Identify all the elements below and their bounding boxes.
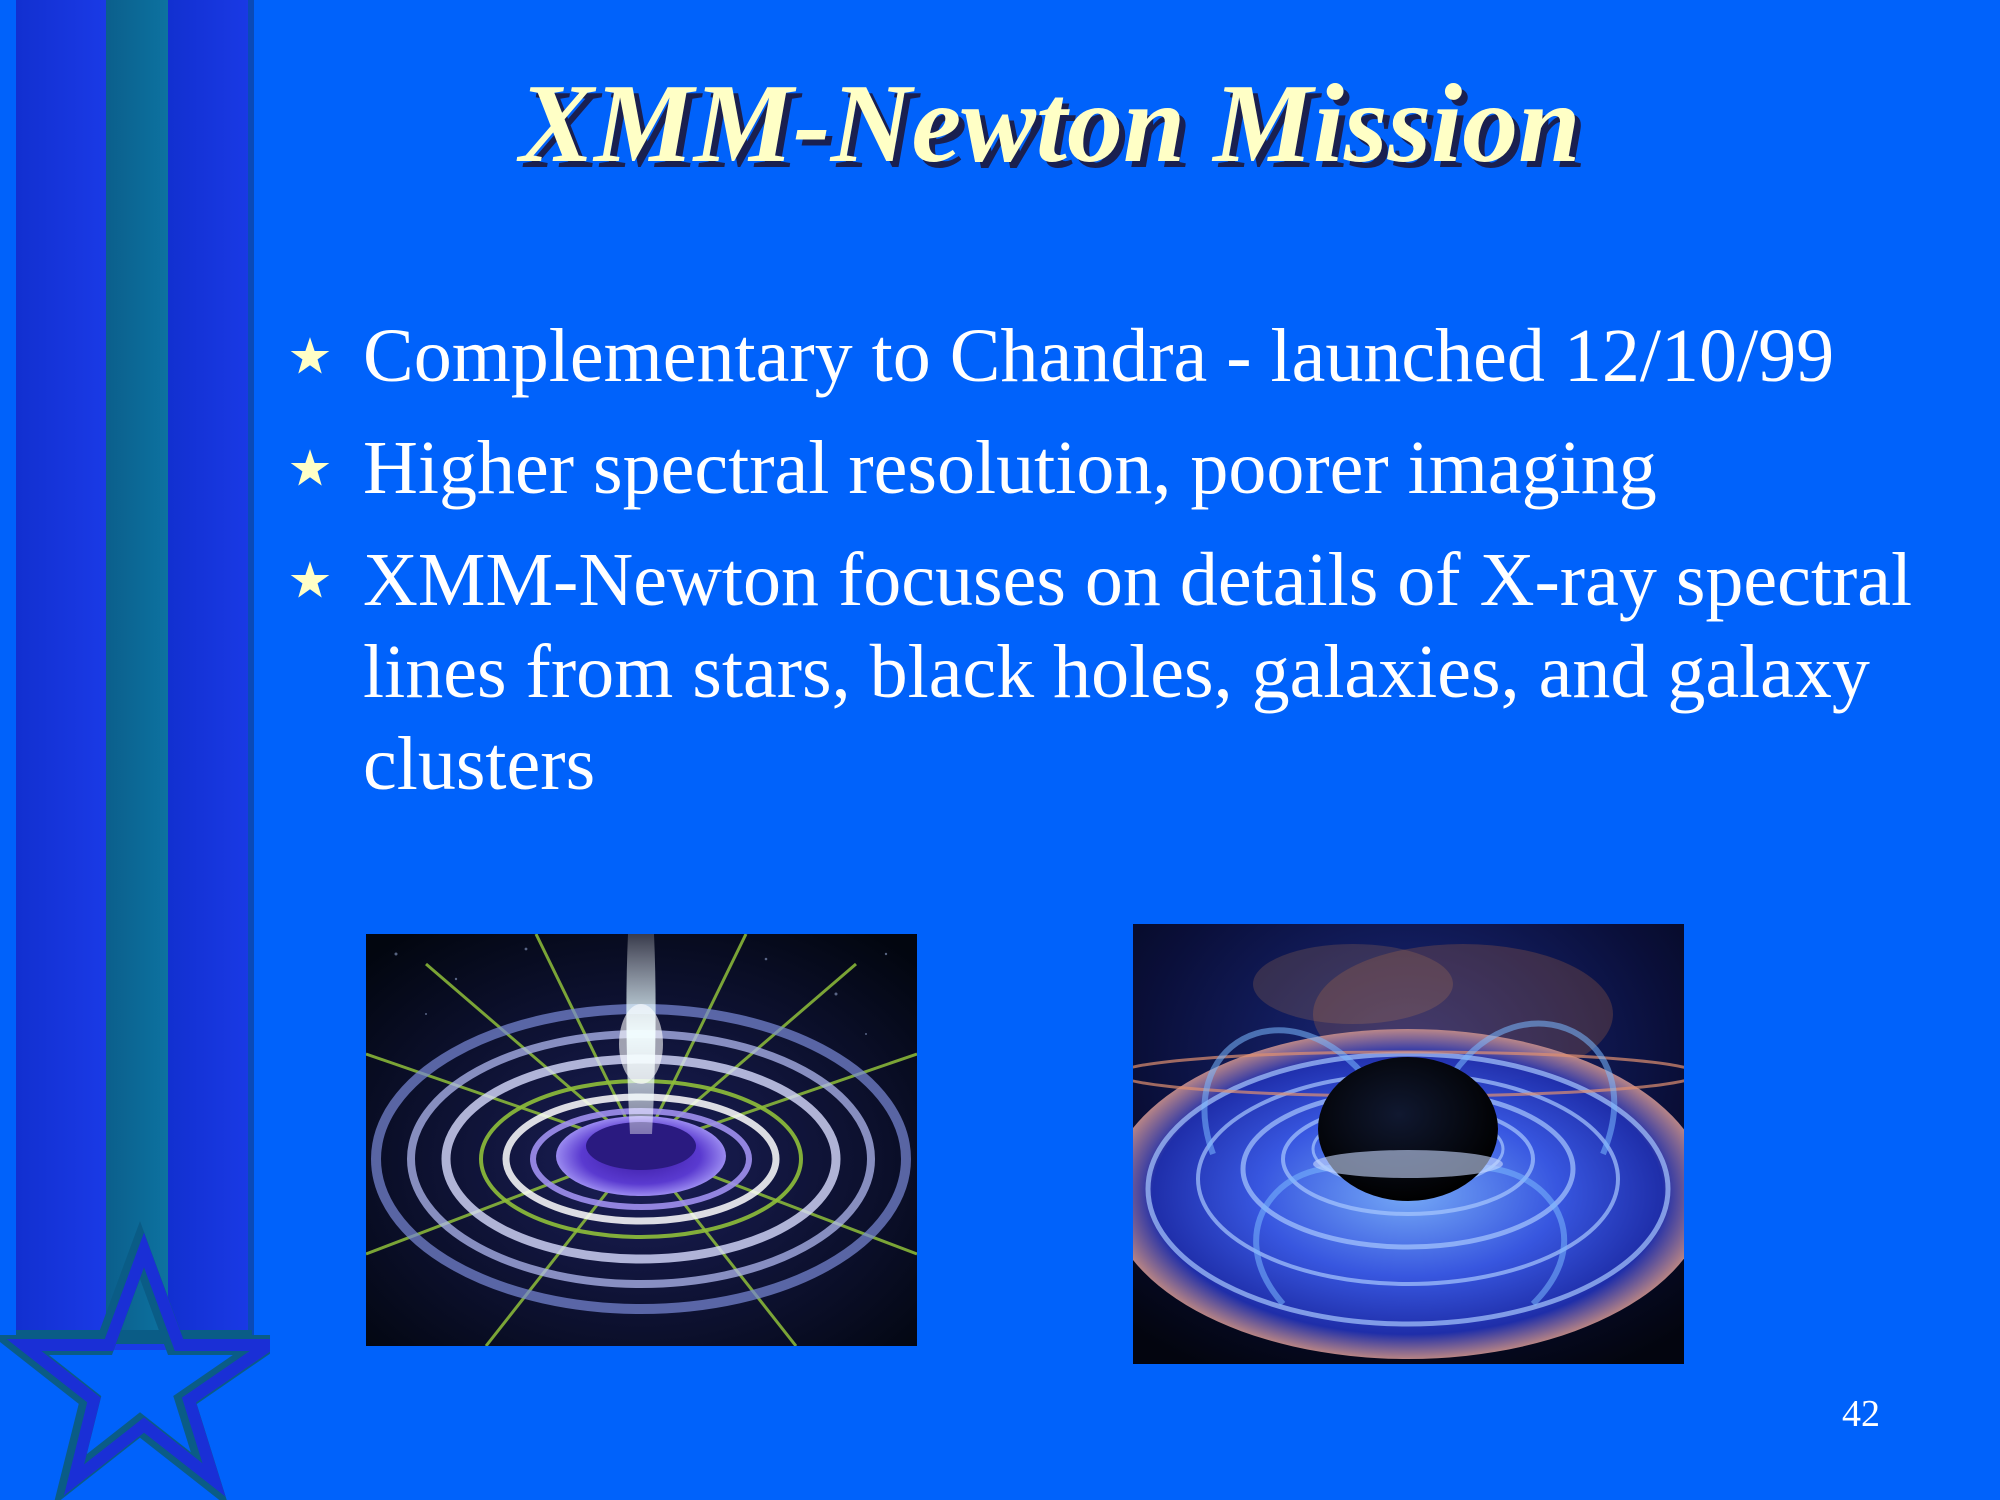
deco-star-icon [0,1221,270,1500]
left-decoration [0,0,270,1500]
deco-bar-left [16,0,106,1335]
accretion-disk-grid-image [366,934,917,1346]
slide-title: XMM-Newton Mission [519,62,1581,186]
black-hole-accretion-disk-image [1133,924,1684,1364]
page-number: 42 [1842,1393,1880,1435]
bullet-item-3: XMM-Newton focuses on details of X-ray s… [285,534,1975,810]
bullet-item-2: Higher spectral resolution, poorer imagi… [285,422,1975,514]
star-icon [285,310,335,402]
bullet-text-3: XMM-Newton focuses on details of X-ray s… [363,538,1913,806]
star-icon [285,422,335,514]
bullet-text-1: Complementary to Chandra - launched 12/1… [363,314,1835,398]
bullet-list: Complementary to Chandra - launched 12/1… [285,310,1975,830]
deco-bar-middle [106,0,168,1335]
bullet-text-2: Higher spectral resolution, poorer imagi… [363,426,1657,510]
star-icon [285,534,335,626]
bullet-item-1: Complementary to Chandra - launched 12/1… [285,310,1975,402]
deco-bar-right [168,0,252,1335]
